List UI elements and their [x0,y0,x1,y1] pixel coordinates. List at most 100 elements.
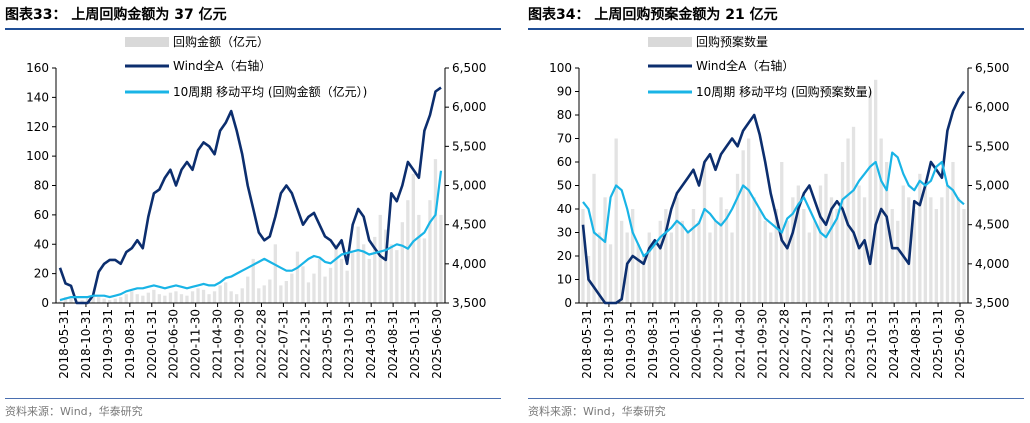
series-line [582,151,965,258]
x-tick-label: 2022-12-31 [821,309,835,379]
bar-mark [642,256,646,303]
bar-mark [212,291,217,304]
x-tick-label: 2021-04-30 [734,309,748,379]
bar-mark [658,220,662,304]
bar-mark [724,209,729,303]
bar-mark [708,232,712,303]
bar-mark [218,285,222,303]
x-tick-label: 2019-03-31 [101,309,115,379]
bar-mark [962,209,966,303]
x-tick-label: 2022-07-31 [799,309,813,379]
bar-mark [945,185,950,303]
bar-mark [157,294,161,303]
bar-mark [384,229,388,303]
bar-mark [929,197,933,304]
x-tick-label: 2020-01-31 [145,309,159,379]
bar-mark [141,295,145,303]
bar-mark [190,291,195,304]
bar-mark [796,185,800,303]
bar-mark [763,220,767,304]
bar-mark [301,266,305,303]
y-tick-label: 60 [557,155,572,169]
y2-tick-label: 4,500 [452,218,486,232]
x-tick-label: 2018-05-31 [580,309,594,379]
bar-mark [63,297,68,303]
y2-tick-label: 3,500 [975,296,1009,310]
bar-mark [747,138,751,303]
series-line [581,90,966,305]
legend-label: 10周期 移动平均 (回购预案数量) [696,84,872,99]
bar-mark [257,288,261,303]
x-tick-label: 2021-09-30 [233,309,247,379]
bar-mark [113,298,117,303]
bar-mark [174,291,178,304]
y-tick-label: 70 [557,132,572,146]
x-tick-label: 2019-03-31 [624,309,638,379]
bar-mark [702,162,707,303]
bar-mark [108,300,112,303]
x-tick-label: 2019-08-31 [123,309,137,379]
y-tick-label: 120 [26,120,49,134]
bar-mark [636,244,640,304]
bar-mark [802,209,806,303]
bar-mark [328,267,333,304]
bar-mark [608,244,613,304]
bar-mark [119,297,123,303]
bar-mark [251,258,255,303]
bar-mark [362,244,366,304]
bar-mark [367,258,371,303]
x-tick-label: 2020-01-31 [668,309,682,379]
bar-mark [273,244,277,304]
chart-title: 图表34： 上周回购预案金额为 21 亿元 [528,7,778,23]
legend-label: 回购预案数量 [696,34,768,49]
bar-mark [439,214,443,303]
bar-mark [653,244,657,304]
repurchase-plan-chart: 0 10 20 30 40 50 60 70 80 90 100 3,500 4,000 4,500 5,0… [549,34,1009,379]
bar-mark [411,173,415,304]
x-tick-label: 2024-03-31 [887,309,901,379]
source-divider [528,398,1024,399]
x-tick-label: 2024-08-31 [386,309,400,379]
bar-mark [835,209,839,303]
y2-tick-label: 5,500 [452,139,486,153]
chart-panel-repurchase-amount: 图表33： 上周回购金额为 37 亿元 0 20 40 60 80 100 120 140 16… [5,0,505,423]
y2-tick-label: 5,000 [452,179,486,193]
bar-mark [752,197,756,304]
x-tick-label: 2019-08-31 [646,309,660,379]
bar-mark [85,298,90,303]
y-tick-label: 140 [26,90,49,104]
x-tick-label: 2022-12-31 [298,309,312,379]
y2-tick-label: 6,000 [452,100,486,114]
bar-mark [686,232,690,303]
bar-mark [135,294,139,303]
bar-mark [235,294,239,303]
bar-mark [400,222,404,303]
bar-mark [69,298,73,303]
bar-mark [951,162,955,303]
x-tick-label: 2018-10-31 [602,309,616,379]
bar-mark [422,238,427,303]
bar-mark [862,197,867,304]
y2-tick-label: 4,500 [975,218,1009,232]
bar-mark [389,244,393,304]
bar-mark [163,295,167,303]
bar-mark [91,295,95,303]
y2-tick-label: 6,000 [975,100,1009,114]
bar-mark [185,295,189,303]
source-note: 资料来源：Wind，华泰研究 [528,405,666,418]
x-tick-label: 2022-02-28 [777,309,791,379]
bar-mark [317,258,322,303]
bar-mark [58,301,62,303]
y-tick-label: 20 [34,267,49,281]
bar-mark [840,162,845,303]
bar-mark [597,232,602,303]
bar-mark [240,288,244,303]
bar-mark [581,209,585,303]
x-tick-label: 2025-06-30 [430,309,444,379]
bar-mark [901,185,905,303]
y2-tick-label: 5,500 [975,139,1009,153]
bar-mark [879,138,883,303]
bar-mark [813,220,817,304]
bar-mark [196,288,200,303]
y-tick-label: 0 [41,296,49,310]
